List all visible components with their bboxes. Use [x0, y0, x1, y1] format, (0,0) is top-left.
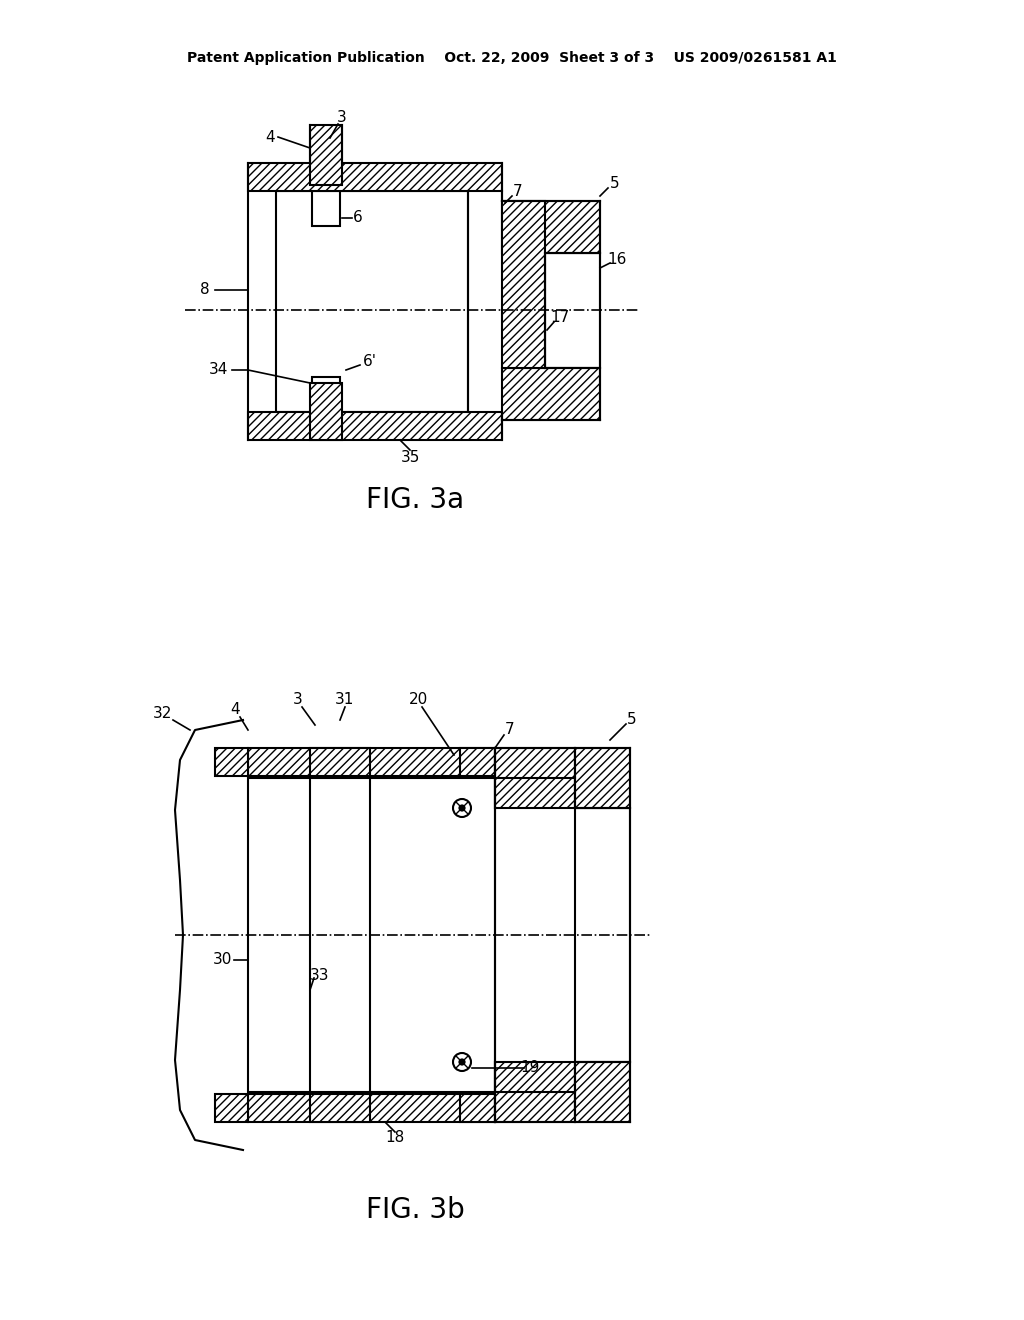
Text: FIG. 3b: FIG. 3b: [366, 1196, 464, 1224]
Bar: [215, 1094, 248, 1122]
Bar: [312, 378, 340, 412]
Bar: [495, 1063, 575, 1122]
Bar: [575, 1063, 630, 1122]
Bar: [575, 808, 630, 1063]
Bar: [495, 748, 575, 808]
Text: 35: 35: [400, 450, 420, 465]
Text: 8: 8: [200, 282, 210, 297]
Text: 30: 30: [212, 953, 231, 968]
Text: 7: 7: [505, 722, 515, 738]
Bar: [248, 777, 495, 1092]
Bar: [310, 1094, 370, 1122]
Text: 4: 4: [265, 129, 274, 144]
Bar: [575, 748, 630, 808]
Bar: [502, 201, 600, 253]
Text: FIG. 3a: FIG. 3a: [366, 486, 464, 513]
Text: 33: 33: [310, 968, 330, 982]
Bar: [276, 191, 468, 412]
Bar: [248, 748, 495, 776]
Bar: [460, 748, 495, 776]
Text: 31: 31: [335, 693, 354, 708]
Circle shape: [459, 804, 466, 812]
Bar: [502, 201, 545, 368]
Bar: [545, 253, 600, 368]
Text: 6': 6': [362, 355, 377, 370]
Bar: [248, 412, 502, 440]
Bar: [502, 368, 600, 420]
Text: 20: 20: [409, 693, 428, 708]
Text: 19: 19: [520, 1060, 540, 1076]
Text: Patent Application Publication    Oct. 22, 2009  Sheet 3 of 3    US 2009/0261581: Patent Application Publication Oct. 22, …: [187, 51, 837, 65]
Text: 16: 16: [607, 252, 627, 268]
Text: 6: 6: [353, 210, 362, 226]
Text: 34: 34: [208, 363, 227, 378]
Bar: [310, 383, 342, 440]
Text: 7: 7: [513, 185, 523, 199]
Bar: [310, 748, 370, 776]
Text: 5: 5: [627, 713, 637, 727]
Text: 4: 4: [230, 702, 240, 718]
Text: 17: 17: [550, 310, 569, 326]
Circle shape: [459, 1059, 466, 1065]
Bar: [215, 748, 248, 776]
Bar: [312, 191, 340, 226]
Bar: [310, 125, 342, 185]
Bar: [248, 162, 502, 191]
Text: 32: 32: [154, 706, 173, 722]
Text: 3: 3: [293, 693, 303, 708]
Bar: [460, 1094, 495, 1122]
Bar: [248, 1094, 495, 1122]
Text: 5: 5: [610, 176, 620, 190]
Text: 3: 3: [337, 111, 347, 125]
Text: 18: 18: [385, 1130, 404, 1146]
